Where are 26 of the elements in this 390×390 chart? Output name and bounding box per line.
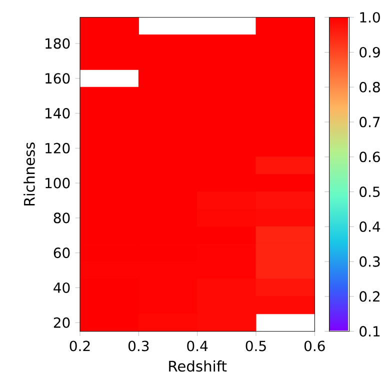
y-tick-label: 40 — [54, 282, 70, 293]
color-bar-label: 0.6 — [360, 152, 380, 162]
y-tick-label: 20 — [54, 317, 70, 328]
y-tick-label: 180 — [46, 38, 70, 49]
y-tick-label: 120 — [46, 142, 70, 154]
y-tick-label: 100 — [46, 178, 70, 188]
x-tick-label: 0.2 — [70, 340, 90, 352]
y-tick-label: 140 — [46, 108, 70, 119]
y-tick-label: 160 — [46, 73, 70, 84]
color-bar-label: 1.0 — [360, 12, 380, 23]
color-bar-label: 0.7 — [360, 116, 380, 128]
color-bar-label: 0.4 — [360, 221, 380, 232]
x-tick-label: 0.6 — [304, 340, 325, 352]
y-tick-label: 60 — [54, 248, 70, 258]
x-tick-label: 0.4 — [187, 340, 208, 352]
color-bar-label: 0.2 — [360, 291, 380, 302]
x-axis-title: Redshift — [169, 360, 227, 372]
y-tick-label: 80 — [54, 212, 70, 224]
color-bar-label: 0.3 — [360, 256, 380, 267]
x-tick-label: 0.3 — [128, 340, 149, 352]
color-bar-label: 0.8 — [360, 82, 380, 92]
y-axis-title: Richness — [24, 142, 35, 206]
color-bar-label: 0.1 — [360, 326, 380, 337]
color-bar-label: 0.9 — [360, 46, 380, 58]
x-tick-label: 0.5 — [246, 340, 266, 352]
color-bar-label: 0.5 — [360, 186, 380, 198]
